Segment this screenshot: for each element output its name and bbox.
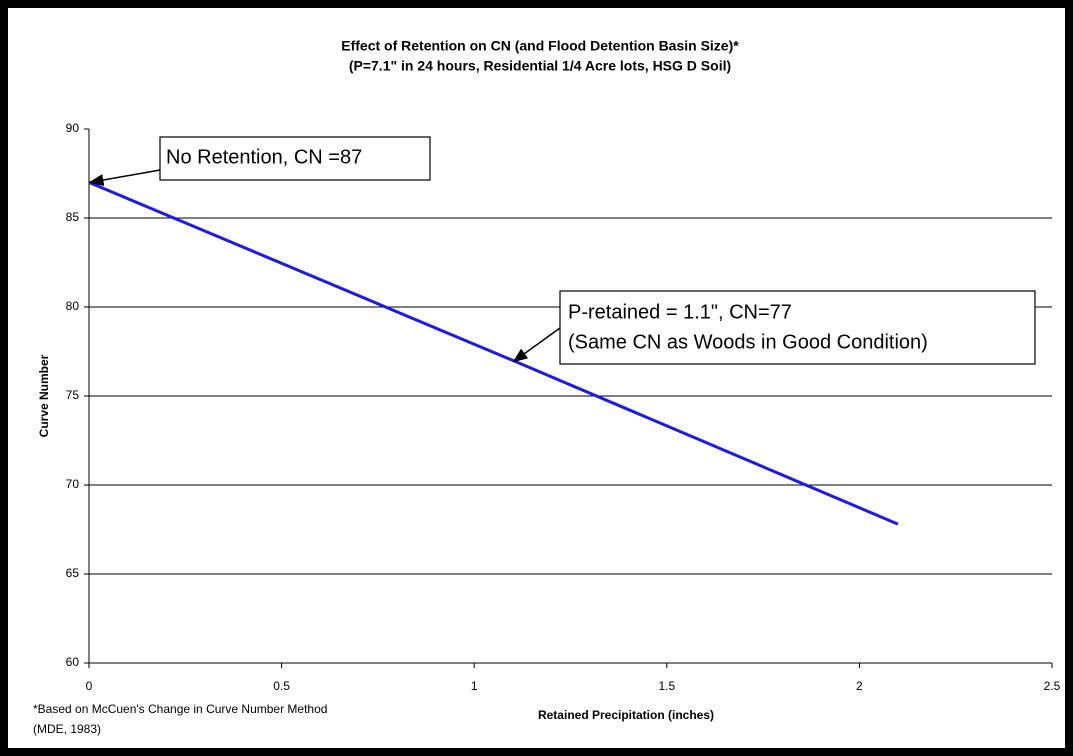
x-tick-label: 2.5 [1044, 679, 1061, 693]
annotation-box [159, 136, 431, 181]
annotation-text: (Same CN as Woods in Good Condition) [568, 331, 928, 353]
chart-title: Effect of Retention on CN (and Flood Det… [341, 38, 739, 54]
footnote: (MDE, 1983) [33, 722, 101, 736]
y-tick-label: 80 [66, 299, 80, 313]
annotation-text: No Retention, CN =87 [166, 146, 362, 168]
x-tick-label: 1.5 [658, 679, 675, 693]
x-tick-label: 1 [471, 679, 478, 693]
y-tick-label: 85 [66, 210, 80, 224]
annotation-arrow [512, 327, 561, 363]
x-axis-title: Retained Precipitation (inches) [538, 708, 714, 722]
y-axis-title: Curve Number [37, 354, 51, 437]
footnote: *Based on McCuen's Change in Curve Numbe… [33, 702, 327, 716]
annotation-arrow [88, 169, 161, 186]
x-tick-label: 0.5 [273, 679, 290, 693]
chart-subtitle: (P=7.1" in 24 hours, Residential 1/4 Acr… [349, 58, 731, 74]
annotation-text: P-retained = 1.1", CN=77 [568, 301, 792, 323]
x-tick-label: 2 [856, 679, 863, 693]
y-tick-label: 60 [66, 655, 80, 669]
y-tick-label: 75 [66, 388, 80, 402]
y-tick-label: 70 [66, 477, 80, 491]
y-tick-label: 90 [66, 121, 80, 135]
x-tick-label: 0 [86, 679, 93, 693]
annotation-box [559, 290, 1036, 365]
y-tick-label: 65 [66, 566, 80, 580]
